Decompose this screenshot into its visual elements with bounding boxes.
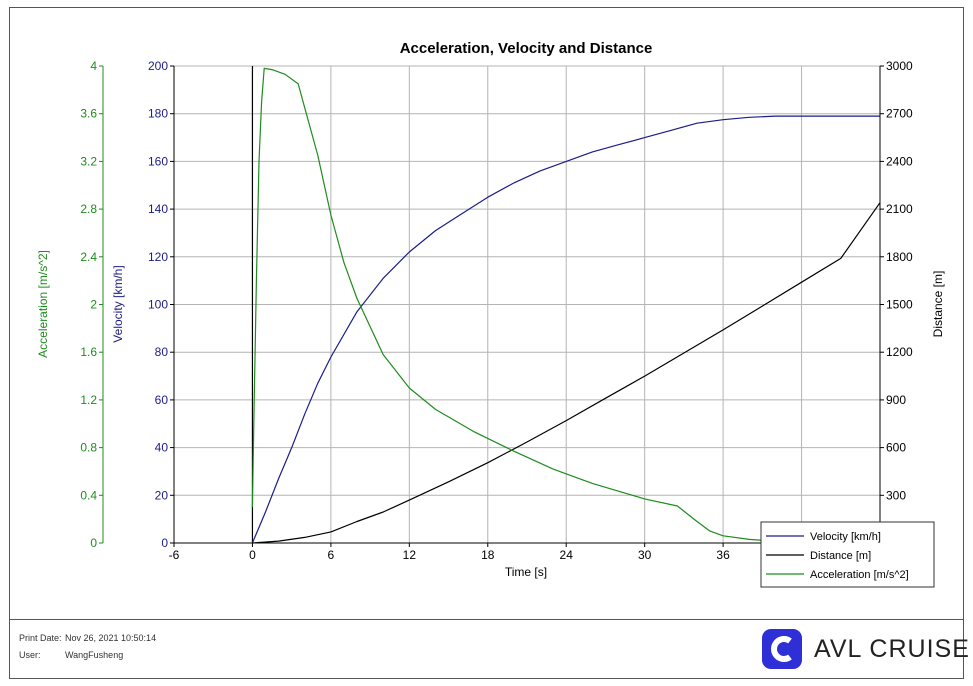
legend-label-distance: Distance [m]: [810, 550, 871, 562]
print-date-value: Nov 26, 2021 10:50:14: [65, 633, 157, 643]
x-tick-label: 0: [249, 548, 256, 562]
series-line-distance: [252, 202, 881, 544]
velocity-tick-label: 0: [161, 536, 168, 550]
series-line-acceleration: [251, 67, 881, 544]
distance-tick-label: 600: [886, 441, 906, 455]
distance-tick-label: 1200: [886, 345, 913, 359]
velocity-tick-label: 200: [148, 59, 168, 73]
velocity-tick-label: 80: [155, 345, 169, 359]
axes: -606121824303642020406080100120140160180…: [80, 59, 913, 562]
acceleration-tick-label: 0.8: [80, 441, 97, 455]
chart-title: Acceleration, Velocity and Distance: [400, 40, 653, 57]
acceleration-tick-label: 1.2: [80, 393, 97, 407]
distance-tick-label: 2400: [886, 154, 913, 168]
legend: Velocity [km/h] Distance [m] Acceleratio…: [760, 521, 935, 588]
x-tick-label: 18: [481, 548, 495, 562]
x-tick-label: 30: [638, 548, 652, 562]
acceleration-tick-label: 0.4: [80, 488, 97, 502]
user-label: User:: [19, 650, 41, 660]
velocity-axis-label: Velocity [km/h]: [111, 265, 125, 342]
acceleration-tick-label: 2: [90, 298, 97, 312]
legend-label-acceleration: Acceleration [m/s^2]: [810, 569, 909, 581]
user-value: WangFusheng: [65, 650, 124, 660]
acceleration-axis-label: Acceleration [m/s^2]: [36, 250, 50, 358]
velocity-tick-label: 180: [148, 107, 168, 121]
velocity-tick-label: 160: [148, 154, 168, 168]
grid: [173, 65, 881, 544]
distance-axis-label: Distance [m]: [931, 271, 945, 338]
x-tick-label: 6: [328, 548, 335, 562]
x-tick-label: 12: [403, 548, 417, 562]
acceleration-tick-label: 2.8: [80, 202, 97, 216]
velocity-tick-label: 100: [148, 298, 168, 312]
brand-text: AVL CRUISE: [814, 635, 970, 663]
footer-divider: [9, 619, 964, 620]
x-tick-label: 24: [560, 548, 574, 562]
avl-logo-icon: [762, 629, 802, 669]
acceleration-tick-label: 2.4: [80, 250, 97, 264]
distance-tick-label: 3000: [886, 59, 913, 73]
legend-label-velocity: Velocity [km/h]: [810, 531, 881, 543]
x-tick-label: -6: [169, 548, 180, 562]
distance-tick-label: 1500: [886, 298, 913, 312]
x-tick-label: 36: [716, 548, 730, 562]
acceleration-tick-label: 3.6: [80, 107, 97, 121]
distance-tick-label: 2700: [886, 107, 913, 121]
acceleration-tick-label: 4: [90, 59, 97, 73]
velocity-tick-label: 40: [155, 441, 169, 455]
distance-tick-label: 300: [886, 488, 906, 502]
velocity-tick-label: 60: [155, 393, 169, 407]
print-date-label: Print Date:: [19, 633, 62, 643]
series-line-velocity: [251, 115, 880, 544]
series-lines: [251, 67, 881, 544]
distance-tick-label: 1800: [886, 250, 913, 264]
acceleration-tick-label: 0: [90, 536, 97, 550]
velocity-tick-label: 20: [155, 488, 169, 502]
avl-cruise-logo: AVL CRUISE: [762, 627, 969, 671]
x-axis-label: Time [s]: [505, 565, 547, 579]
acceleration-tick-label: 1.6: [80, 345, 97, 359]
distance-tick-label: 2100: [886, 202, 913, 216]
distance-tick-label: 900: [886, 393, 906, 407]
acceleration-tick-label: 3.2: [80, 154, 97, 168]
velocity-tick-label: 140: [148, 202, 168, 216]
velocity-tick-label: 120: [148, 250, 168, 264]
